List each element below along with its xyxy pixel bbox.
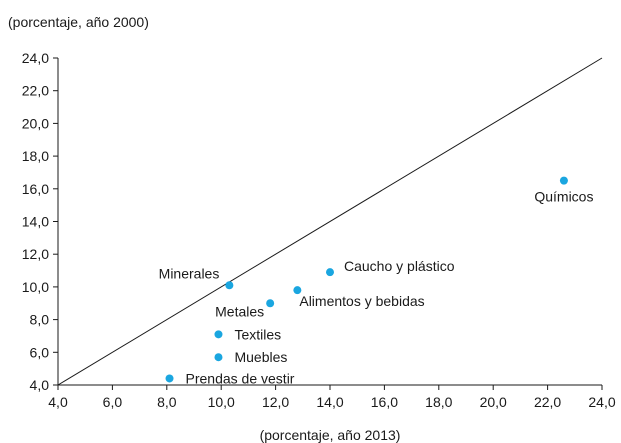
data-point-label: Químicos: [534, 189, 593, 205]
data-point-label: Muebles: [234, 349, 287, 365]
y-tick-label: 22,0: [22, 83, 49, 99]
data-point: [293, 286, 302, 295]
x-tick-label: 18,0: [425, 394, 452, 410]
point-labels: Químicos Caucho y plástico Minerales Alimen…: [159, 189, 594, 387]
data-points: [165, 176, 568, 383]
y-tick-label: 6,0: [30, 344, 50, 360]
y-tick-label: 12,0: [22, 246, 49, 262]
data-point: [326, 268, 334, 277]
data-point: [266, 299, 275, 308]
x-tick-label: 8,0: [157, 394, 177, 410]
y-axis-title: (porcentaje, año 2000): [8, 14, 149, 30]
x-tick-label: 24,0: [588, 394, 615, 410]
y-tick-label: 24,0: [22, 50, 49, 66]
reference-line: [57, 57, 603, 386]
y-tick-label: 14,0: [22, 214, 49, 230]
data-point: [559, 176, 568, 185]
data-point-label: Prendas de vestir: [186, 370, 295, 386]
axes: [53, 57, 603, 390]
x-tick-label: 16,0: [371, 394, 398, 410]
x-tick-label: 14,0: [316, 394, 343, 410]
data-point: [165, 374, 174, 383]
data-point-label: Textiles: [234, 326, 281, 342]
y-tick-label: 4,0: [30, 377, 50, 393]
x-axis-title: (porcentaje, año 2013): [260, 427, 401, 443]
y-tick-label: 8,0: [30, 312, 50, 328]
x-tick-label: 4,0: [48, 394, 68, 410]
data-point-label: Alimentos y bebidas: [299, 293, 424, 309]
y-tick-label: 18,0: [22, 148, 49, 164]
reference-line-group: [57, 57, 603, 386]
data-point-label: Metales: [215, 303, 264, 319]
data-point-label: Caucho y plástico: [344, 258, 455, 274]
x-tick-label: 6,0: [103, 394, 123, 410]
y-tick-label: 20,0: [22, 115, 49, 131]
data-point-label: Minerales: [159, 265, 220, 281]
x-tick-label: 12,0: [262, 394, 289, 410]
y-tick-label: 10,0: [22, 279, 49, 295]
x-tick-label: 10,0: [208, 394, 235, 410]
data-point: [214, 353, 223, 362]
x-tick-label: 20,0: [480, 394, 507, 410]
data-point: [214, 330, 223, 339]
tick-labels: 4,0 6,0 8,0 10,0 12,0 14,0 16,0 18,0 20,0 22,0 24,…: [22, 50, 616, 410]
x-tick-label: 22,0: [534, 394, 561, 410]
y-tick-label: 16,0: [22, 181, 49, 197]
data-point: [225, 281, 234, 290]
